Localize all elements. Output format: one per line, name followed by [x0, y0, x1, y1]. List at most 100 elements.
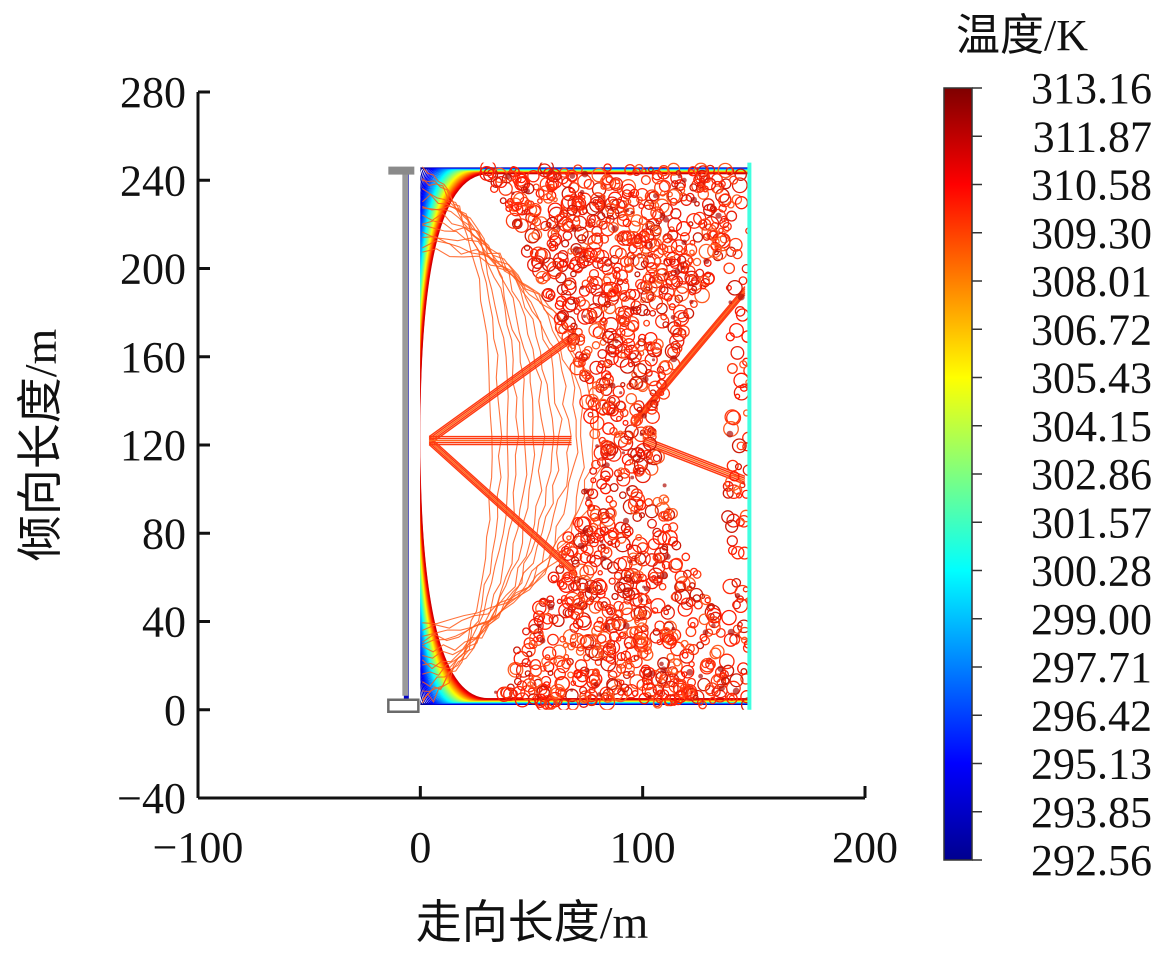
hot-contour-blob [630, 447, 646, 463]
hot-contour-blob [585, 201, 600, 216]
hot-contour-blob [576, 333, 586, 342]
hot-contour-blob [738, 276, 748, 286]
hot-contour-blob [693, 600, 703, 610]
hot-contour-blob [591, 381, 601, 390]
hot-contour-blob [605, 217, 611, 224]
hot-contour-blob [652, 553, 662, 562]
fracture-band [428, 334, 577, 442]
x-tick-label: 200 [832, 823, 898, 872]
hot-contour-blob [667, 637, 677, 646]
hot-contour-blob [572, 356, 584, 367]
contour-line [420, 170, 750, 702]
hot-contour-blob [521, 658, 531, 668]
hot-core [630, 210, 634, 215]
hot-core [614, 338, 619, 344]
hot-contour-blob [632, 592, 649, 609]
hot-contour-blob [737, 619, 750, 634]
hot-core [569, 173, 576, 179]
hot-contour-blob [606, 606, 616, 616]
hot-contour-blob [550, 229, 558, 237]
hot-contour-blob [569, 632, 586, 649]
hot-contour-blob [608, 396, 616, 404]
hot-contour-blob [718, 653, 735, 670]
hot-contour-blob [590, 512, 600, 522]
hot-contour-blob [597, 570, 603, 576]
hot-contour-blob [567, 699, 579, 710]
hot-contour-blob [570, 556, 580, 565]
contour-line [422, 224, 572, 646]
hot-core [538, 631, 542, 635]
hot-contour-blob [729, 633, 741, 645]
hot-contour-blob [720, 676, 730, 686]
hot-core [663, 272, 668, 276]
hot-contour-blob [603, 359, 611, 367]
hot-contour-blob [613, 351, 630, 368]
hot-contour-blob [617, 435, 634, 451]
hot-contour-blob [604, 196, 620, 211]
hot-contour-blob [547, 633, 559, 646]
hot-contour-blob [625, 198, 632, 205]
hot-contour-blob [661, 237, 678, 254]
colorbar-label: 295.13 [1031, 740, 1152, 789]
fracture-band [642, 441, 746, 483]
hot-contour-blob [651, 394, 661, 404]
hot-contour-blob [667, 217, 683, 232]
hot-contour-blob [706, 607, 722, 624]
contour-line [420, 172, 750, 701]
hot-contour-blob [726, 459, 739, 472]
hot-contour-blob [561, 547, 575, 561]
hot-contour-blob [726, 210, 738, 222]
hot-contour-blob [684, 643, 695, 654]
hot-contour-blob [718, 180, 726, 188]
hot-contour-blob [615, 269, 629, 282]
y-ticks: −40 0 40 80 120 160 200 240 280 [117, 68, 210, 823]
x-ticks: −100 0 100 200 [153, 786, 898, 872]
hot-contour-blob [530, 246, 547, 263]
hot-contour-blob [529, 664, 543, 677]
hot-contour-blob [607, 333, 624, 350]
hot-contour-blob [689, 689, 696, 696]
contour-line [420, 167, 750, 705]
hot-core [572, 246, 580, 254]
hot-contour-blob [587, 503, 595, 512]
hot-contour-blob [726, 410, 742, 426]
hot-contour-blob [661, 560, 671, 570]
hot-contour-blob [573, 670, 582, 678]
hot-contour-blob [668, 558, 683, 573]
hot-core [698, 673, 703, 679]
hot-contour-blob [567, 343, 576, 353]
hot-contour-blob [597, 641, 614, 658]
hot-contour-blob [579, 690, 592, 703]
hot-core [585, 586, 592, 593]
hot-contour-blob [531, 217, 542, 227]
contour-line [421, 205, 546, 670]
hot-contour-blob [603, 475, 611, 482]
y-tick-label: 40 [142, 598, 186, 647]
hot-contour-blob [557, 172, 569, 185]
hot-core [511, 191, 515, 195]
hot-core [690, 196, 698, 204]
hot-contour-blob [602, 452, 609, 459]
hot-contour-blob [652, 530, 668, 546]
hot-contour-blob [576, 669, 589, 683]
y-tick-label: 0 [164, 686, 186, 735]
hot-contour-blob [550, 574, 558, 583]
hot-core [556, 225, 561, 230]
hot-contour-blob [593, 620, 605, 633]
contour-line [420, 172, 750, 700]
hot-contour-blob [689, 621, 696, 628]
colorbar-label: 299.00 [1031, 595, 1152, 644]
hot-contour-blob [728, 237, 743, 252]
hot-contour-blob [577, 308, 594, 325]
hot-contour-blob [597, 293, 611, 307]
hot-contour-blob [606, 678, 619, 691]
hot-core [737, 293, 745, 301]
contour-line [420, 169, 750, 704]
hot-contour-blob [616, 472, 631, 487]
hot-contour-blob [650, 598, 666, 614]
hot-contour-blob [674, 570, 688, 584]
hot-contour-blob [618, 491, 627, 500]
hot-contour-blob [511, 203, 520, 212]
hot-contour-blob [620, 683, 630, 693]
